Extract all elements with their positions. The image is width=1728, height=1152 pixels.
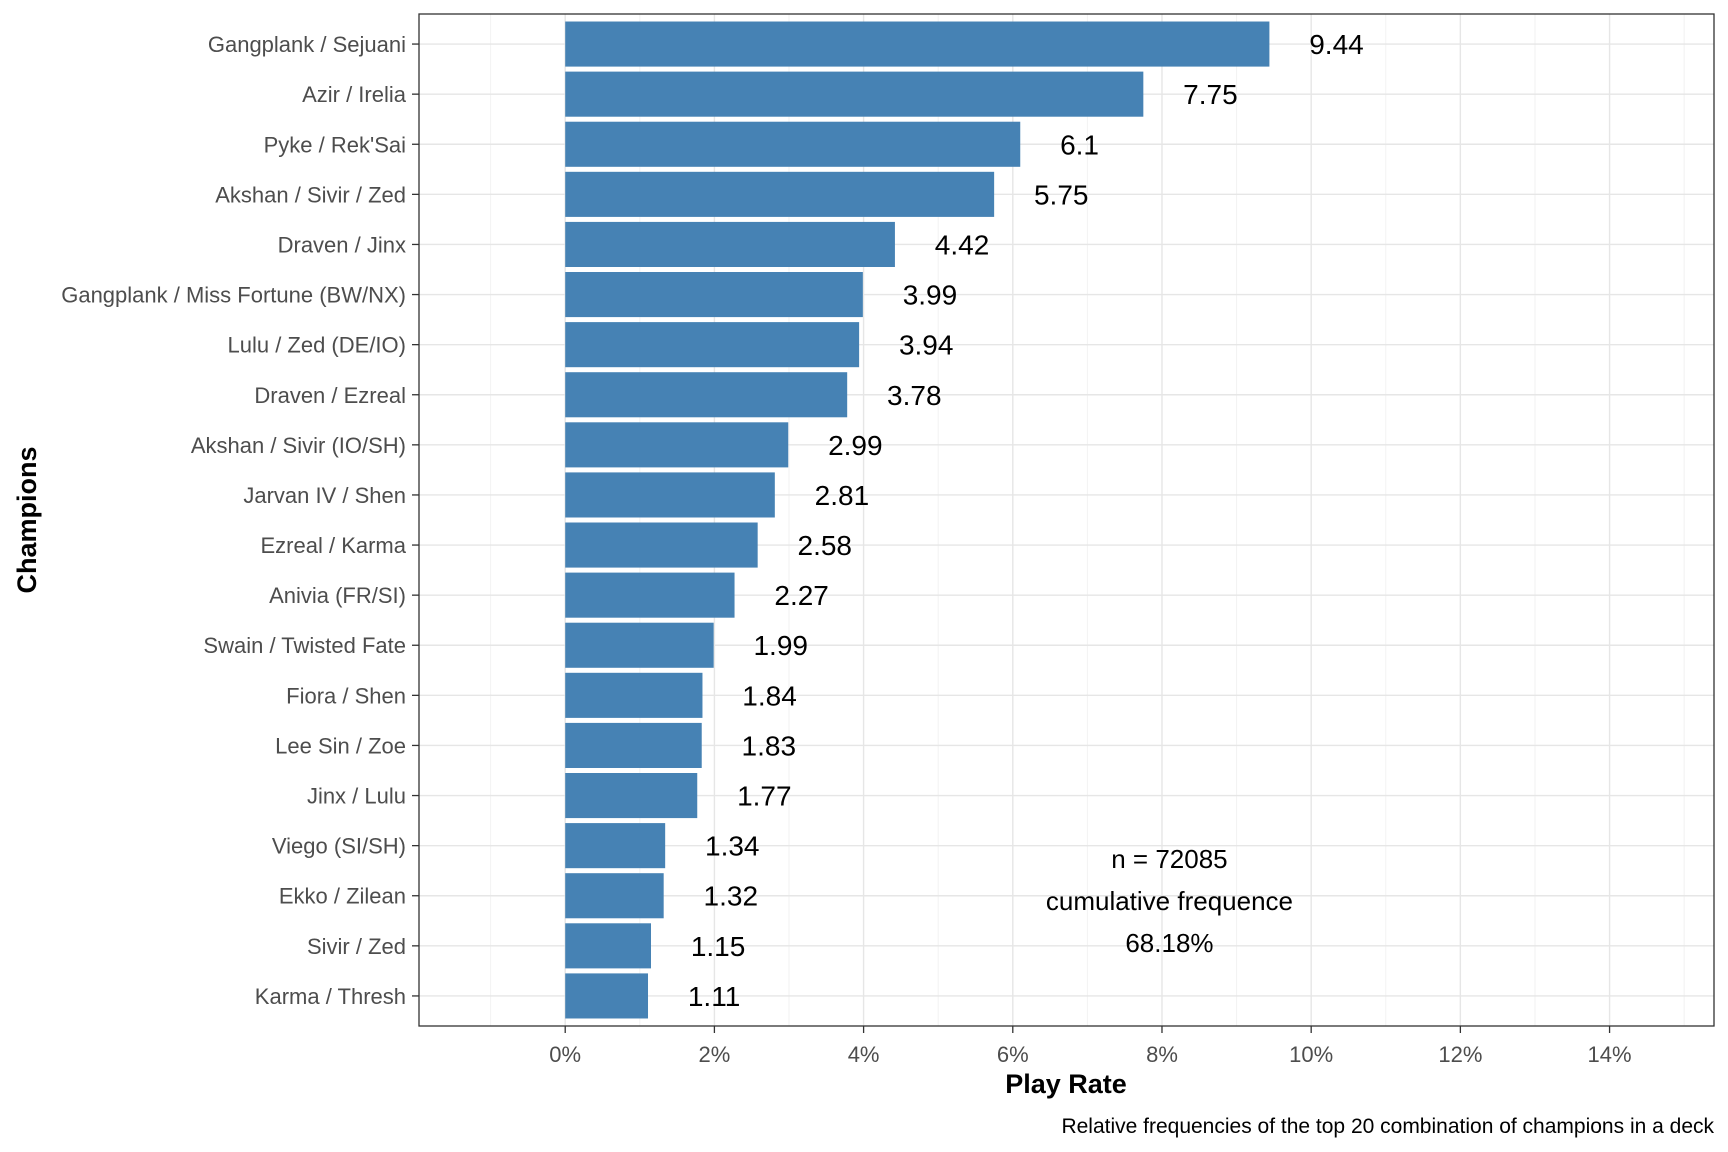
bar — [565, 71, 1144, 117]
bar — [565, 672, 703, 718]
bar-value-label: 9.44 — [1309, 29, 1364, 60]
bar-value-label: 1.84 — [742, 680, 797, 711]
bar-value-labels: 9.44 7.75 6.1 5.75 4.42 3.99 3.94 3.782.99 2.81 2… — [688, 29, 1364, 1012]
bar-value-label: 2.81 — [815, 480, 870, 511]
bar-value-label: 2.27 — [774, 580, 829, 611]
bar — [565, 923, 651, 969]
bar-value-label: 2.58 — [798, 530, 853, 561]
x-tick-label: 6% — [997, 1042, 1029, 1067]
chart-caption: Relative frequencies of the top 20 combi… — [1061, 1115, 1714, 1138]
bar-value-label: 2.99 — [828, 430, 883, 461]
bar — [565, 171, 995, 217]
bar-value-label: 1.77 — [737, 781, 792, 812]
x-axis-title: Play Rate — [1005, 1069, 1127, 1099]
y-tick-label: Lee Sin / Zoe — [275, 733, 406, 758]
annotation-line: n = 72085 — [1111, 844, 1227, 874]
y-tick-label: Anivia (FR/SI) — [269, 583, 406, 608]
y-tick-label: Gangplank / Sejuani — [208, 32, 406, 57]
bar-value-label: 1.34 — [705, 831, 760, 862]
bar — [565, 322, 860, 368]
y-tick-label: Lulu / Zed (DE/IO) — [227, 333, 406, 358]
y-tick-label: Akshan / Sivir (IO/SH) — [191, 433, 406, 458]
bar-value-label: 1.15 — [691, 931, 746, 962]
bar — [565, 121, 1021, 167]
bar-value-label: 3.99 — [903, 280, 958, 311]
bar — [565, 422, 789, 468]
y-axis: Gangplank / Sejuani Azir / Irelia Pyke / R… — [61, 32, 419, 1009]
x-tick-label: 8% — [1146, 1042, 1178, 1067]
bar-value-label: 7.75 — [1183, 79, 1238, 110]
y-tick-label: Fiora / Shen — [286, 683, 406, 708]
y-axis-title: Champions — [12, 446, 42, 593]
bar — [565, 622, 714, 668]
bar-value-label: 1.11 — [688, 981, 740, 1012]
bar-value-label: 1.32 — [704, 881, 759, 912]
x-tick-label: 0% — [549, 1042, 581, 1067]
y-tick-label: Karma / Thresh — [255, 984, 406, 1009]
bar — [565, 973, 649, 1019]
bar-value-label: 6.1 — [1060, 129, 1099, 160]
bar — [565, 372, 848, 418]
y-tick-label: Draven / Ezreal — [254, 383, 406, 408]
y-tick-label: Ekko / Zilean — [279, 884, 406, 909]
bar — [565, 572, 735, 618]
y-tick-label: Pyke / Rek'Sai — [264, 132, 406, 157]
x-tick-label: 10% — [1289, 1042, 1333, 1067]
bar-value-label: 1.83 — [742, 730, 797, 761]
x-tick-label: 2% — [699, 1042, 731, 1067]
y-tick-label: Draven / Jinx — [278, 232, 406, 257]
bar-value-label: 5.75 — [1034, 179, 1089, 210]
bars — [565, 21, 1270, 1019]
bar — [565, 522, 758, 568]
bar-value-label: 1.99 — [753, 630, 808, 661]
y-tick-label: Viego (SI/SH) — [272, 834, 406, 859]
annotation-block: n = 72085 cumulative frequence 68.18% — [1046, 844, 1293, 958]
y-tick-label: Swain / Twisted Fate — [203, 633, 406, 658]
bar — [565, 773, 698, 819]
bar — [565, 722, 702, 768]
bar-value-label: 3.94 — [899, 330, 954, 361]
bar-value-label: 4.42 — [935, 229, 990, 260]
plot-border — [418, 13, 1715, 1027]
x-tick-label: 4% — [848, 1042, 880, 1067]
y-tick-label: Azir / Irelia — [302, 82, 407, 107]
y-tick-label: Akshan / Sivir / Zed — [215, 182, 406, 207]
bar-value-label: 3.78 — [887, 380, 942, 411]
y-tick-label: Sivir / Zed — [307, 934, 406, 959]
bar — [565, 823, 666, 869]
y-tick-label: Jarvan IV / Shen — [243, 483, 406, 508]
bar — [565, 472, 775, 518]
bar — [565, 272, 863, 318]
annotation-line: cumulative frequence — [1046, 886, 1293, 916]
x-tick-label: 14% — [1588, 1042, 1632, 1067]
y-tick-label: Ezreal / Karma — [261, 533, 407, 558]
y-tick-label: Jinx / Lulu — [307, 784, 406, 809]
x-tick-label: 12% — [1438, 1042, 1482, 1067]
bar — [565, 221, 895, 267]
y-tick-label: Gangplank / Miss Fortune (BW/NX) — [61, 283, 406, 308]
bar — [565, 21, 1270, 67]
x-axis: 0% 2% 4% 6% 8% 10% 12% 14% — [549, 1026, 1632, 1067]
annotation-line: 68.18% — [1125, 928, 1213, 958]
bar — [565, 873, 664, 919]
